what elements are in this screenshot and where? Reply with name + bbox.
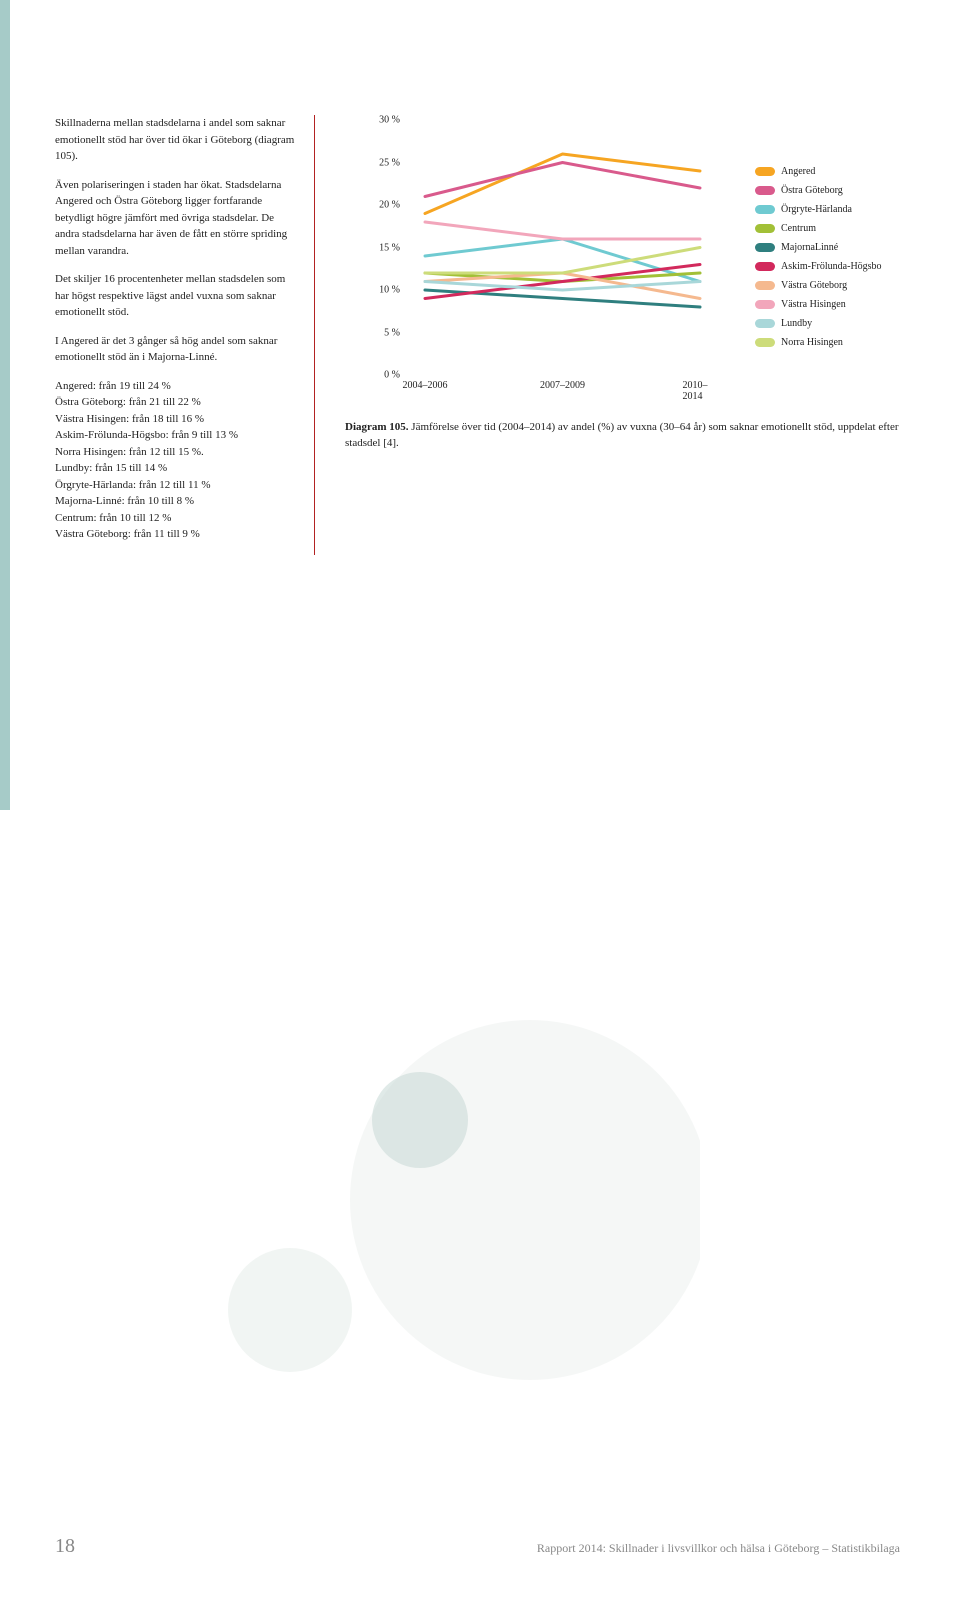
legend-item: Angered — [755, 165, 882, 178]
legend-item: Askim-Frölunda-Högsbo — [755, 260, 882, 273]
y-axis-label: 25 % — [379, 157, 400, 168]
line-chart: 0 % 5 % 10 % 15 % 20 % 25 % 30 % 2004–2006 2007–… — [345, 115, 735, 405]
legend-label: Lundby — [781, 317, 812, 330]
footer-text: Rapport 2014: Skillnader i livsvillkor o… — [537, 1541, 900, 1556]
chart-block: 0 % 5 % 10 % 15 % 20 % 25 % 30 % 2004–2006 2007–… — [345, 115, 925, 405]
legend-label: Östra Göteborg — [781, 184, 843, 197]
li-3: Västra Hisingen: från 18 till 16 % — [55, 413, 204, 425]
para-1: Skillnaderna mellan stadsdelarna i andel… — [55, 115, 299, 165]
legend-item: Lundby — [755, 317, 882, 330]
page-content: Skillnaderna mellan stadsdelarna i andel… — [55, 115, 925, 555]
li-4: Askim-Frölunda-Högsbo: från 9 till 13 % — [55, 429, 238, 441]
li-9: Centrum: från 10 till 12 % — [55, 512, 171, 524]
legend-label: Örgryte-Härlanda — [781, 203, 852, 216]
y-axis-label: 0 % — [384, 370, 400, 381]
legend-label: MajornaLinné — [781, 241, 838, 254]
legend-item: Östra Göteborg — [755, 184, 882, 197]
legend-label: Angered — [781, 165, 815, 178]
legend-swatch — [755, 338, 775, 347]
legend-swatch — [755, 262, 775, 271]
left-stripe — [0, 0, 10, 810]
y-axis-label: 20 % — [379, 200, 400, 211]
legend-swatch — [755, 205, 775, 214]
li-5: Norra Hisingen: från 12 till 15 %. — [55, 446, 204, 458]
legend-swatch — [755, 186, 775, 195]
legend-swatch — [755, 243, 775, 252]
legend-swatch — [755, 224, 775, 233]
legend-label: Norra Hisingen — [781, 336, 843, 349]
x-axis-label: 2007–2009 — [540, 380, 585, 391]
y-axis-label: 10 % — [379, 285, 400, 296]
legend-item: Örgryte-Härlanda — [755, 203, 882, 216]
para-2: Även polariseringen i staden har ökat. S… — [55, 177, 299, 260]
legend-item: MajornaLinné — [755, 241, 882, 254]
decorative-circles — [180, 980, 700, 1400]
legend-swatch — [755, 300, 775, 309]
legend-swatch — [755, 167, 775, 176]
caption-text: Jämförelse över tid (2004–2014) av andel… — [345, 421, 899, 449]
legend-label: Askim-Frölunda-Högsbo — [781, 260, 882, 273]
page-footer: 18 Rapport 2014: Skillnader i livsvillko… — [55, 1535, 900, 1558]
legend-item: Norra Hisingen — [755, 336, 882, 349]
li-2: Östra Göteborg: från 21 till 22 % — [55, 396, 201, 408]
legend-label: Västra Göteborg — [781, 279, 847, 292]
y-axis-label: 5 % — [384, 327, 400, 338]
left-text-column: Skillnaderna mellan stadsdelarna i andel… — [55, 115, 315, 555]
li-8: Majorna-Linné: från 10 till 8 % — [55, 495, 194, 507]
li-10: Västra Göteborg: från 11 till 9 % — [55, 528, 200, 540]
li-6: Lundby: från 15 till 14 % — [55, 462, 167, 474]
chart-caption: Diagram 105. Jämförelse över tid (2004–2… — [345, 420, 925, 452]
x-axis-label: 2010–2014 — [683, 380, 718, 402]
legend-item: Centrum — [755, 222, 882, 235]
legend-label: Centrum — [781, 222, 816, 235]
li-7: Örgryte-Härlanda: från 12 till 11 % — [55, 479, 210, 491]
right-column: 0 % 5 % 10 % 15 % 20 % 25 % 30 % 2004–2006 2007–… — [345, 115, 925, 452]
y-axis-label: 15 % — [379, 242, 400, 253]
chart-legend: Angered Östra Göteborg Örgryte-Härlanda Cen… — [755, 115, 882, 355]
legend-item: Västra Göteborg — [755, 279, 882, 292]
legend-item: Västra Hisingen — [755, 298, 882, 311]
page-number: 18 — [55, 1535, 75, 1558]
x-axis-label: 2004–2006 — [403, 380, 448, 391]
y-axis-label: 30 % — [379, 115, 400, 126]
legend-swatch — [755, 281, 775, 290]
para-list: Angered: från 19 till 24 % Östra Götebor… — [55, 378, 299, 543]
li-1: Angered: från 19 till 24 % — [55, 380, 171, 392]
legend-swatch — [755, 319, 775, 328]
legend-label: Västra Hisingen — [781, 298, 846, 311]
para-3: Det skiljer 16 procentenheter mellan sta… — [55, 271, 299, 321]
caption-label: Diagram 105. — [345, 421, 409, 433]
para-4: I Angered är det 3 gånger så hög andel s… — [55, 333, 299, 366]
